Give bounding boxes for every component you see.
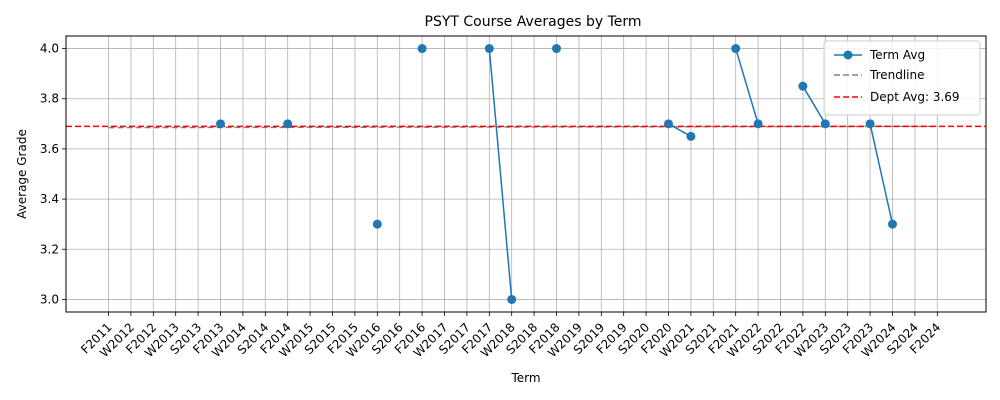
- legend-label-dept-avg: Dept Avg: 3.69: [870, 90, 960, 104]
- legend-label-term-avg: Term Avg: [869, 48, 925, 62]
- term-avg-point: [552, 44, 561, 54]
- legend-label-trendline: Trendline: [869, 68, 925, 82]
- y-tick-label: 3.0: [40, 292, 59, 306]
- term-avg-line-segment: [734, 48, 759, 125]
- term-avg-point: [820, 119, 830, 129]
- y-tick-label: 3.4: [40, 192, 59, 206]
- legend-marker-term-avg: [843, 50, 853, 60]
- y-tick-label: 3.8: [40, 92, 59, 106]
- y-axis-label: Average Grade: [15, 129, 29, 219]
- term-avg-line-segment: [488, 48, 513, 300]
- term-avg-point: [686, 131, 696, 141]
- legend-box: [823, 40, 981, 116]
- term-avg-point: [372, 219, 382, 229]
- term-avg-point: [507, 294, 517, 304]
- y-tick-label: 3.6: [40, 142, 59, 156]
- y-tick-label: 3.2: [40, 242, 59, 256]
- term-avg-line-segment: [869, 123, 894, 225]
- term-avg-point: [283, 119, 293, 129]
- term-avg-point: [484, 44, 494, 54]
- grid: [66, 36, 986, 312]
- term-avg-point: [865, 119, 875, 129]
- x-axis-ticks: F2011W2012F2012W2013S2013F2013W2014S2014…: [78, 312, 943, 360]
- legend: Term Avg Trendline Dept Avg: 3.69: [823, 40, 981, 116]
- term-avg-point: [798, 81, 808, 91]
- term-avg-point: [664, 119, 673, 129]
- term-avg-point: [731, 44, 741, 54]
- term-avg-line-segment: [802, 85, 826, 125]
- term-avg-point: [753, 119, 763, 129]
- term-avg-point: [417, 44, 427, 54]
- term-avg-point: [216, 119, 225, 129]
- x-axis-label: Term: [510, 371, 540, 385]
- plot-frame: [65, 35, 987, 313]
- y-tick-label: 4.0: [40, 42, 59, 56]
- term-avg-point: [888, 219, 897, 229]
- series: [216, 44, 897, 304]
- chart-title: PSYT Course Averages by Term: [425, 14, 642, 30]
- trendline: [108, 125, 938, 129]
- y-axis-ticks: 3.0 3.2 3.4 3.6 3.8 4.0: [40, 42, 66, 306]
